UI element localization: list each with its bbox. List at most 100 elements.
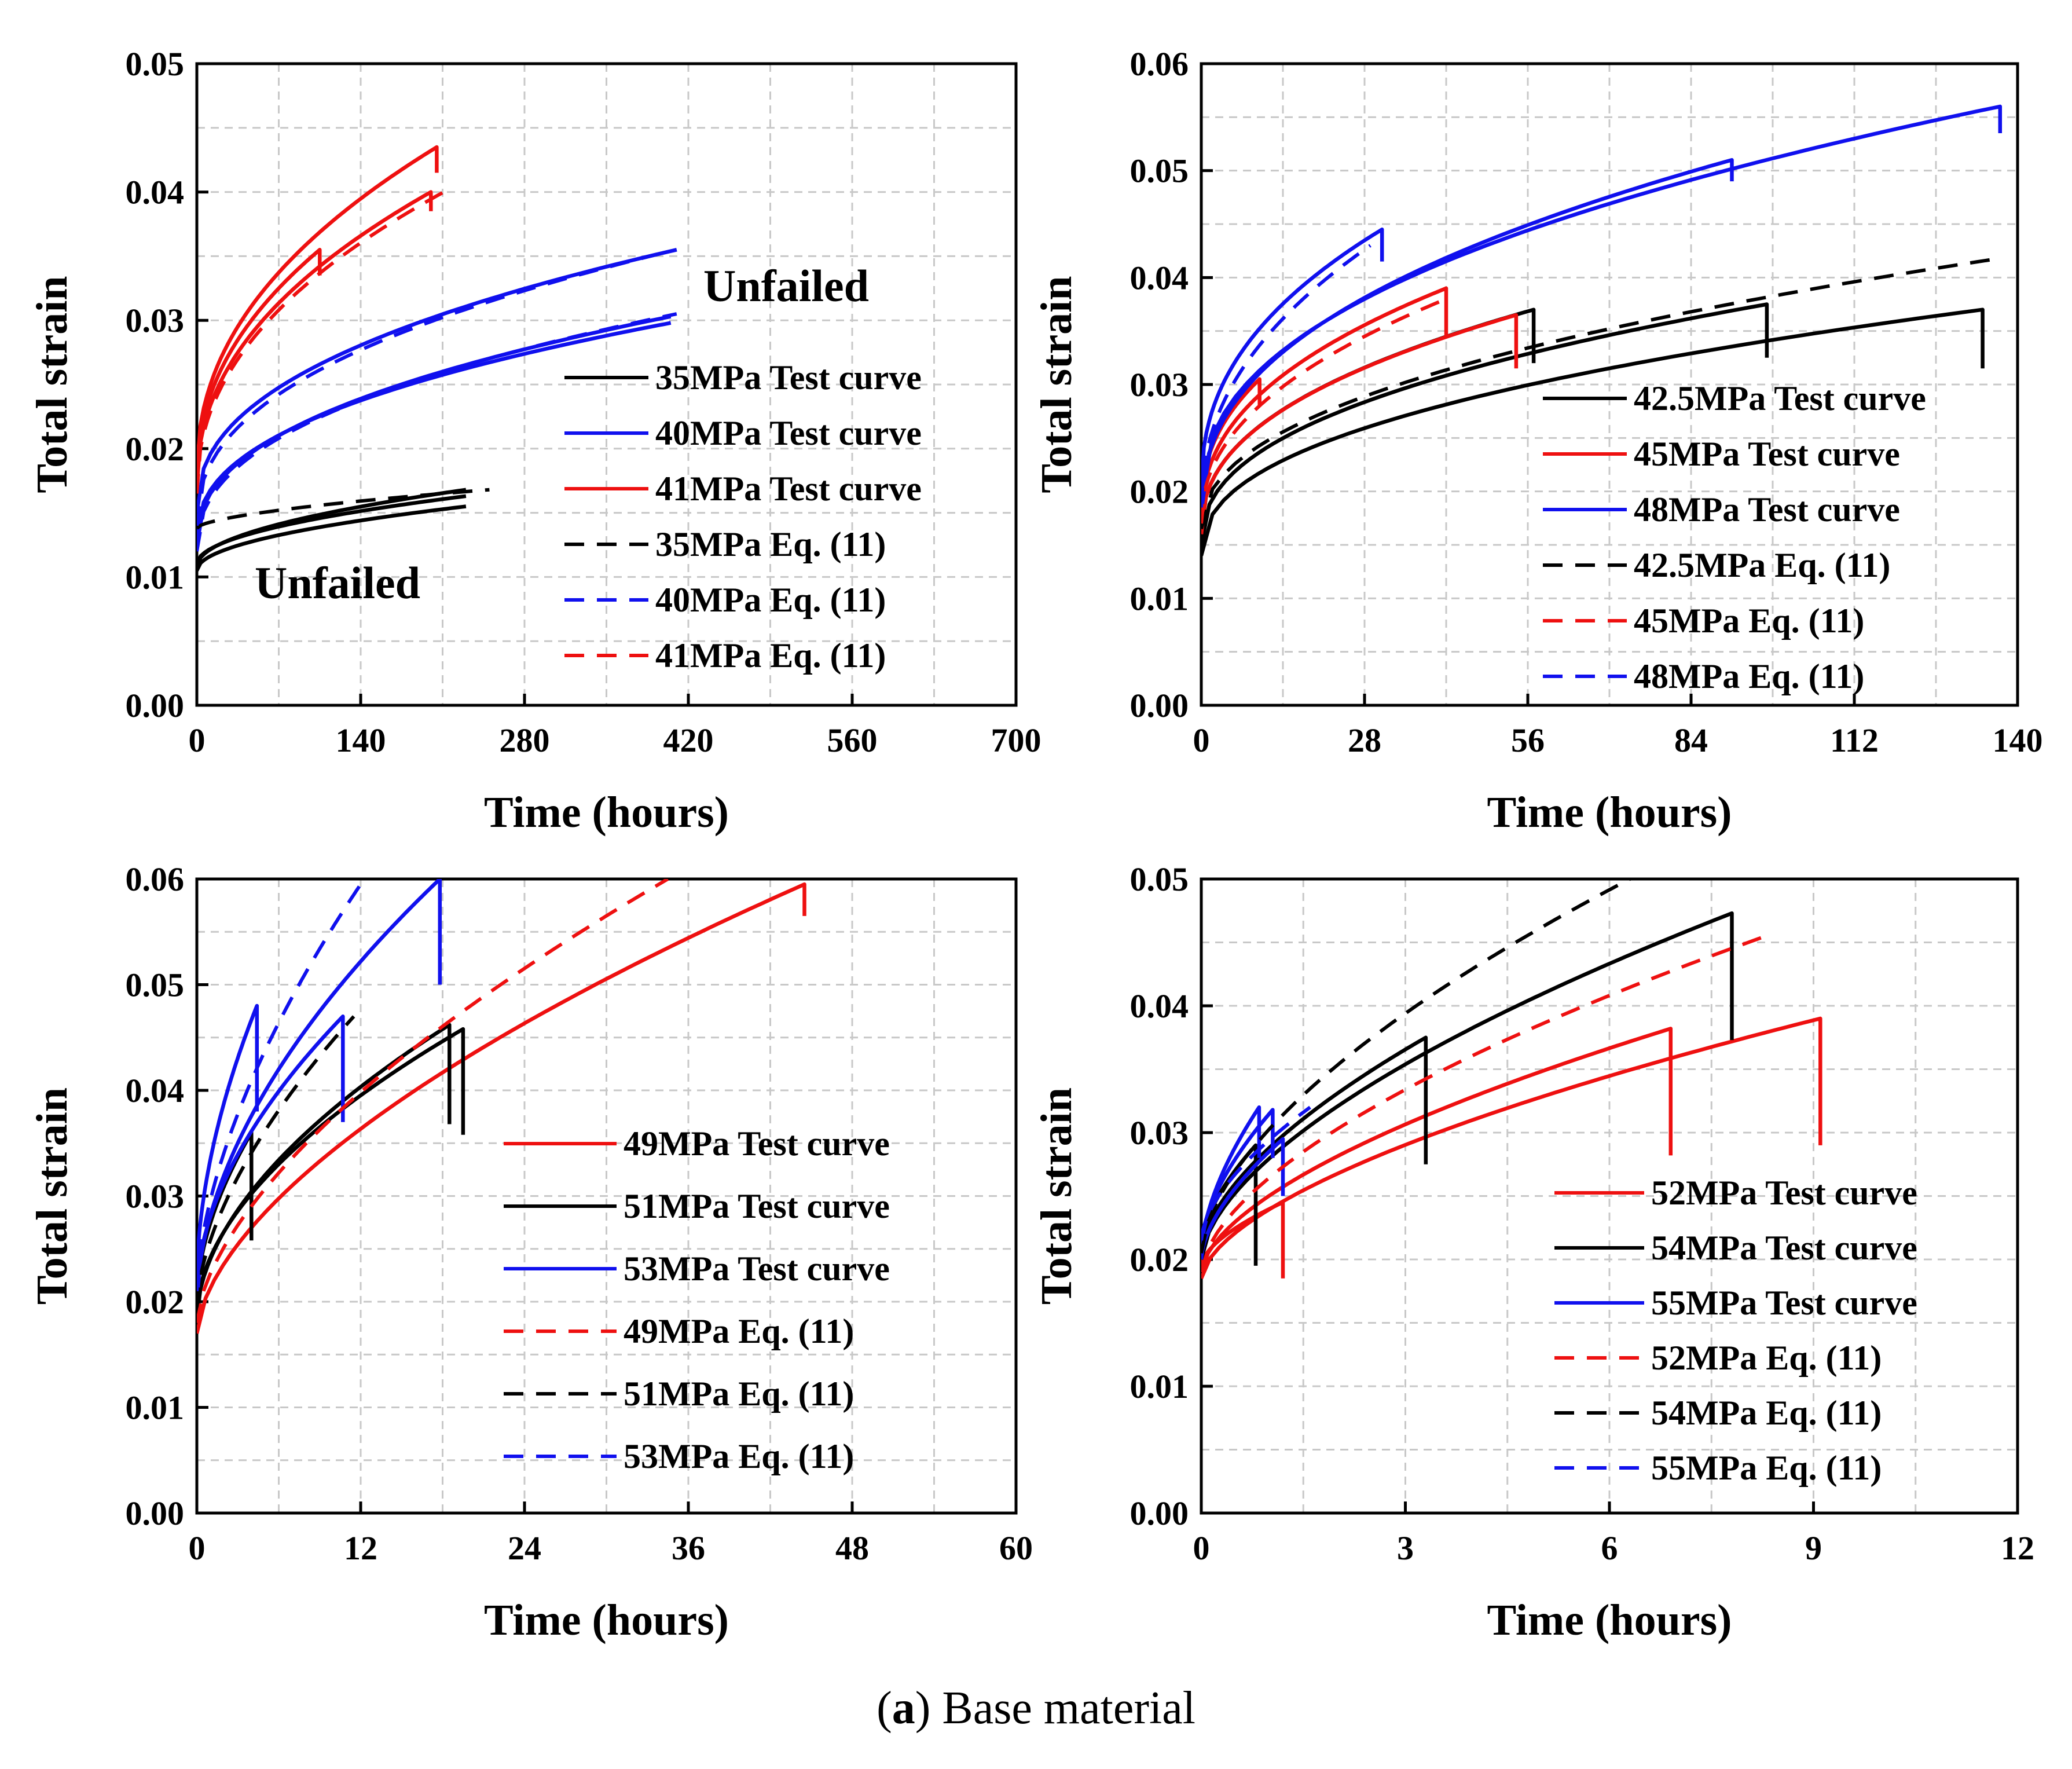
legend-label: 55MPa Eq. (11) (1651, 1449, 1882, 1487)
series-line (197, 248, 322, 481)
series-line (197, 190, 433, 488)
x-axis-title: Time (hours) (1487, 1596, 1732, 1645)
x-tick-label: 36 (672, 1529, 705, 1567)
series-line (1201, 1137, 1285, 1260)
series-line (197, 883, 362, 1292)
legend-label: 54MPa Test curve (1651, 1229, 1917, 1267)
legend-label: 45MPa Eq. (11) (1634, 602, 1864, 640)
y-tick-label: 0.06 (1130, 45, 1189, 83)
legend-label: 55MPa Test curve (1651, 1284, 1917, 1322)
legend-label: 54MPa Eq. (11) (1651, 1394, 1882, 1432)
series-line (197, 1014, 345, 1292)
legend-label: 48MPa Test curve (1634, 490, 1900, 529)
series-line (197, 145, 439, 475)
series-line (1201, 307, 1536, 534)
x-tick-label: 0 (1193, 1529, 1210, 1567)
x-tick-label: 140 (336, 721, 386, 759)
x-axis-title: Time (hours) (484, 1596, 729, 1645)
x-tick-label: 0 (1193, 721, 1210, 759)
x-tick-label: 28 (1348, 721, 1381, 759)
x-tick-label: 420 (663, 721, 714, 759)
legend-label: 53MPa Test curve (624, 1250, 890, 1288)
y-tick-label: 0.05 (126, 45, 185, 83)
x-tick-label: 12 (344, 1529, 377, 1567)
legend-label: 51MPa Eq. (11) (624, 1375, 854, 1413)
series-line (197, 188, 450, 494)
x-tick-label: 280 (500, 721, 550, 759)
x-tick-label: 60 (999, 1529, 1033, 1567)
x-tick-label: 9 (1805, 1529, 1822, 1567)
y-tick-label: 0.04 (126, 174, 185, 211)
series-line (1201, 297, 1447, 524)
legend-label: 41MPa Eq. (11) (655, 636, 886, 675)
x-axis-title: Time (hours) (484, 788, 729, 837)
legend-label: 35MPa Test curve (655, 358, 922, 397)
y-tick-label: 0.01 (1130, 580, 1189, 617)
x-tick-label: 6 (1601, 1529, 1618, 1567)
y-tick-label: 0.03 (1130, 1114, 1189, 1152)
legend-label: 42.5MPa Test curve (1634, 379, 1926, 417)
y-tick-label: 0.03 (126, 1178, 185, 1215)
series-line (197, 1015, 355, 1307)
series-line (1201, 1108, 1275, 1247)
legend-label: 49MPa Eq. (11) (624, 1312, 854, 1350)
series-line (1201, 158, 1734, 514)
y-axis-title: Total strain (1032, 1087, 1081, 1305)
y-axis-title: Total strain (1032, 276, 1081, 493)
series-line (197, 321, 672, 539)
series-line (197, 1023, 452, 1318)
series-line (197, 879, 442, 1302)
caption-letter: a (892, 1683, 915, 1734)
series-line (197, 504, 467, 572)
legend-label: 40MPa Test curve (655, 414, 922, 452)
series-line (1201, 302, 1769, 545)
y-tick-label: 0.00 (1130, 687, 1189, 724)
y-tick-label: 0.00 (126, 1495, 185, 1532)
series-line (1201, 227, 1384, 492)
x-tick-label: 700 (991, 721, 1041, 759)
series-line (1201, 1105, 1311, 1241)
legend-label: 51MPa Test curve (624, 1187, 890, 1225)
series-line (197, 882, 806, 1334)
figure-caption: (a) Base material (877, 1683, 1195, 1734)
curves-group (1201, 104, 2003, 556)
y-tick-label: 0.04 (1130, 259, 1189, 296)
curves-group (197, 145, 677, 572)
legend-label: 40MPa Eq. (11) (655, 581, 886, 619)
plot-frame (195, 62, 1018, 707)
legend-label: 49MPa Test curve (624, 1125, 890, 1163)
series-line (197, 248, 677, 514)
y-tick-label: 0.02 (1130, 473, 1189, 511)
annotation-unfailed: Unfailed (255, 558, 420, 608)
x-tick-label: 48 (835, 1529, 869, 1567)
series-line (1201, 1016, 1822, 1280)
y-axis-title: Total strain (28, 1087, 76, 1305)
chart-panel-3: 0 12 24 36 48 60 0.00 0.01 0.02 0.03 0.04 0.05 0.06 T… (28, 860, 1033, 1645)
legend-label: 52MPa Test curve (1651, 1174, 1917, 1212)
curves-group (1201, 879, 1822, 1280)
series-line (1201, 879, 1631, 1254)
series-line (1201, 1035, 1428, 1254)
chart-panel-1: 0 140 280 420 560 700 0.00 0.01 0.02 0.03 0.04 0.05… (28, 45, 1041, 837)
series-line (1201, 1200, 1285, 1279)
series-line (1201, 257, 2001, 530)
series-line (1201, 286, 1448, 524)
y-tick-label: 0.05 (1130, 152, 1189, 190)
chart-panel-4: 0 3 6 9 12 0.00 0.01 0.02 0.03 0.04 0.05 Time (hour… (1032, 860, 2034, 1645)
x-tick-label: 3 (1397, 1529, 1414, 1567)
x-tick-label: 56 (1511, 721, 1545, 759)
y-tick-label: 0.03 (1130, 366, 1189, 404)
y-axis-title: Total strain (28, 276, 76, 493)
series-line (197, 488, 490, 530)
y-tick-label: 0.01 (1130, 1368, 1189, 1405)
y-tick-label: 0.02 (126, 430, 185, 468)
legend-label: 48MPa Eq. (11) (1634, 657, 1864, 695)
series-line (197, 1027, 465, 1313)
series-line (1201, 313, 1519, 534)
y-tick-label: 0.00 (126, 687, 185, 724)
y-tick-label: 0.03 (126, 302, 185, 339)
series-line (1201, 934, 1767, 1273)
y-tick-label: 0.06 (126, 860, 185, 898)
legend-label: 41MPa Test curve (655, 470, 922, 508)
